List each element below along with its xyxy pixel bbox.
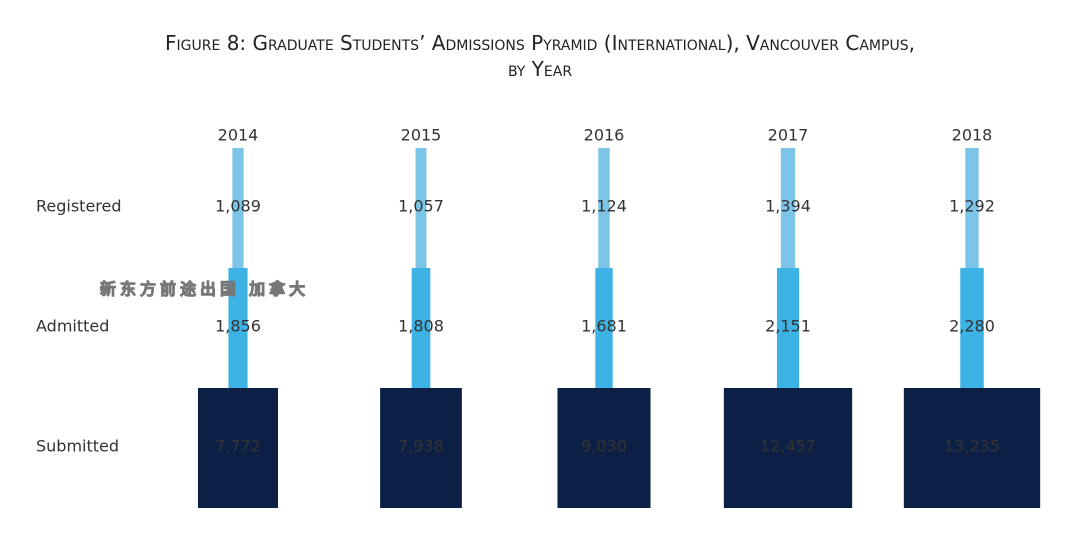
bar (598, 148, 610, 268)
chart-title: Figure 8: Graduate Students’ Admissions … (165, 31, 915, 81)
value-label: 1,292 (949, 197, 995, 216)
year-label: 2014 (218, 126, 259, 145)
year-label: 2017 (768, 126, 809, 145)
bar (595, 268, 613, 388)
bar (965, 148, 979, 268)
row-label: Submitted (36, 437, 119, 456)
value-label: 7,938 (398, 437, 444, 456)
bar (557, 388, 651, 508)
value-label: 2,151 (765, 317, 811, 336)
row-label: Admitted (36, 317, 109, 336)
bar (380, 388, 462, 508)
year-label: 2016 (584, 126, 625, 145)
value-label: 1,856 (215, 317, 261, 336)
value-label: 2,280 (949, 317, 995, 336)
bar (780, 148, 796, 268)
value-label: 13,235 (944, 437, 1000, 456)
value-label: 1,681 (581, 317, 627, 336)
bar (232, 148, 244, 268)
row-label: Registered (36, 197, 122, 216)
bar (723, 388, 853, 508)
value-label: 12,457 (760, 437, 816, 456)
value-label: 9,030 (581, 437, 627, 456)
bar (960, 268, 984, 388)
bar (903, 388, 1041, 508)
value-label: 1,394 (765, 197, 811, 216)
value-label: 7,772 (215, 437, 261, 456)
year-label: 2018 (952, 126, 993, 145)
bar (197, 388, 279, 508)
bar (411, 268, 431, 388)
year-label: 2015 (401, 126, 442, 145)
value-label: 1,124 (581, 197, 627, 216)
value-label: 1,808 (398, 317, 444, 336)
value-label: 1,089 (215, 197, 261, 216)
bar (415, 148, 427, 268)
bar (228, 268, 248, 388)
bar (776, 268, 800, 388)
watermark: 新东方前途出国 加拿大 (100, 280, 309, 299)
value-label: 1,057 (398, 197, 444, 216)
